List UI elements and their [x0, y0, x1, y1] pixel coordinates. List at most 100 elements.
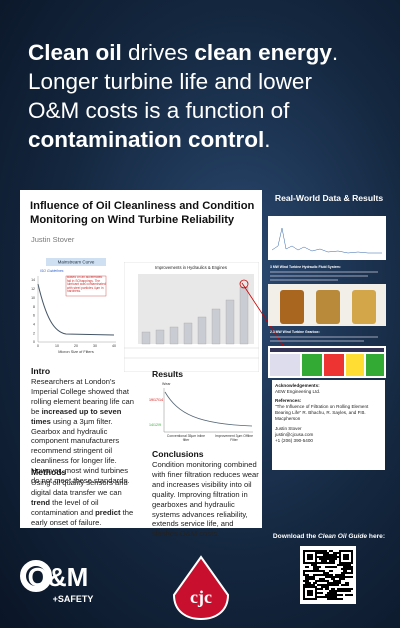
qr-module	[327, 588, 329, 590]
qr-module	[317, 568, 319, 570]
qr-module	[331, 558, 333, 560]
qr-module	[329, 582, 331, 584]
qr-module	[333, 566, 335, 568]
qr-module	[347, 554, 349, 556]
qr-module	[303, 588, 305, 590]
qr-module	[349, 576, 351, 578]
qr-module	[309, 570, 311, 572]
qr-module	[327, 598, 329, 600]
logo1: O&M	[28, 562, 89, 592]
qr-module	[309, 556, 311, 558]
qr-module	[311, 586, 313, 588]
qr-module	[307, 578, 309, 580]
text-segment: Using oil quality sensors and digital da…	[31, 478, 128, 497]
qr-module	[311, 564, 313, 566]
qr-module	[337, 552, 339, 554]
qr-module	[341, 564, 343, 566]
qr-module	[319, 584, 321, 586]
qr-module	[345, 562, 347, 564]
qr-module	[305, 562, 307, 564]
qr-module	[325, 550, 327, 552]
qr-module	[327, 574, 329, 576]
qr-module	[325, 556, 327, 558]
qr-module	[325, 584, 327, 586]
qr-module	[349, 568, 351, 570]
qr-module	[315, 556, 317, 558]
qr-module	[349, 562, 351, 564]
qr-module	[347, 562, 349, 564]
qr-module	[333, 588, 335, 590]
qr-module	[325, 594, 327, 596]
qr-module	[315, 558, 317, 560]
qr-module	[327, 594, 329, 596]
qr-module	[331, 578, 333, 580]
qr-code	[300, 546, 356, 604]
note-text: Based on an accelerated fail in SOhappin…	[67, 276, 106, 294]
qr-module	[323, 574, 325, 576]
qr-module	[307, 562, 309, 564]
qr-module	[321, 596, 323, 598]
y-tick-label: 8	[33, 305, 35, 309]
qr-module	[337, 584, 339, 586]
qr-module	[351, 560, 353, 562]
y-tick-label: 10	[31, 296, 35, 300]
qr-module	[337, 576, 339, 578]
qr-module	[315, 570, 317, 572]
qr-module	[311, 592, 313, 594]
results-graph: Wear 19/17/14 14/12/9 Conventional 35µm …	[149, 382, 253, 442]
ack-line: +1 (206) 390-5400	[275, 438, 313, 443]
note: Based on an accelerated fail in SOhappin…	[67, 276, 106, 294]
qr-module	[331, 584, 333, 586]
qr-module	[347, 550, 349, 552]
qr-module	[343, 584, 345, 586]
y-tick-label: 14	[31, 278, 35, 282]
qr-module	[331, 576, 333, 578]
qr-module	[321, 550, 323, 552]
qr-module	[345, 594, 347, 596]
qr-module	[345, 570, 347, 572]
qr-module	[329, 550, 331, 552]
chart-title-box	[46, 258, 106, 266]
qr-module	[309, 584, 311, 586]
qr-module	[339, 574, 341, 576]
qr-module	[331, 598, 333, 600]
qr-module	[333, 560, 335, 562]
qr-module	[331, 574, 333, 576]
qr-module	[319, 592, 321, 594]
qr-module	[327, 554, 329, 556]
qr-module	[325, 558, 327, 560]
qr-module	[327, 576, 329, 578]
qr-module	[305, 582, 307, 584]
qr-module	[333, 590, 335, 592]
qr-module	[339, 576, 341, 578]
qr-module	[321, 578, 323, 580]
qr-module	[327, 596, 329, 598]
text-segment: O&M costs is a function of	[28, 98, 290, 123]
qr-module	[315, 550, 317, 552]
qr-module	[331, 588, 333, 590]
qr-module	[343, 578, 345, 580]
qr-module	[321, 560, 323, 562]
y-tick-label: 12	[31, 287, 35, 291]
qr-module	[327, 580, 329, 582]
qr-module	[323, 584, 325, 586]
qr-module	[313, 578, 315, 580]
qr-module	[309, 582, 311, 584]
qr-module	[317, 556, 319, 558]
qr-module	[339, 598, 341, 600]
ack-line: AEW Engineering Ltd.	[275, 389, 321, 394]
qr-module	[305, 574, 307, 576]
ack-line: "The Influence of Filtration on Rolling …	[275, 404, 369, 421]
qr-module	[337, 564, 339, 566]
results-heading: Results	[152, 369, 184, 379]
qr-module	[327, 582, 329, 584]
qr-module	[309, 558, 311, 560]
qr-module	[319, 596, 321, 598]
qr-module	[329, 574, 331, 576]
bars	[141, 286, 249, 345]
qr-module	[347, 590, 349, 592]
qr-module	[327, 572, 329, 574]
qr-module	[345, 590, 347, 592]
qr-module	[343, 564, 345, 566]
